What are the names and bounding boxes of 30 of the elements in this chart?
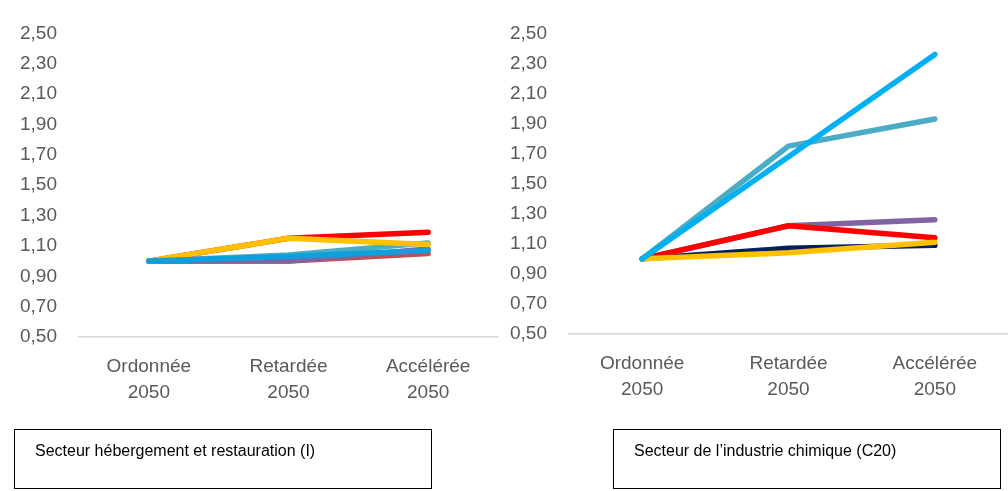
- y-tick-label: 1,90: [510, 111, 547, 133]
- y-tick-label: 1,50: [20, 173, 57, 195]
- text: Secteur de l’industrie chimique (C20): [613, 429, 1001, 489]
- y-tick-label: 0,90: [20, 264, 57, 286]
- y-tick-label: 2,50: [20, 21, 57, 43]
- y-tick-label: 0,50: [510, 322, 547, 344]
- x-tick-label: Accélérée 2050: [385, 354, 471, 403]
- y-tick-label: 1,30: [20, 203, 57, 225]
- y-tick-label: 1,10: [20, 234, 57, 256]
- y-tick-label: 2,10: [510, 81, 547, 103]
- y-tick-label: 1,50: [510, 171, 547, 193]
- y-tick-label: 2,30: [20, 51, 57, 73]
- y-tick-label: 0,90: [510, 262, 547, 284]
- y-tick-label: 2,30: [510, 51, 547, 73]
- y-tick-label: 1,70: [510, 141, 547, 163]
- x-tick-label: Retardée 2050: [749, 351, 828, 400]
- y-tick-label: 2,50: [510, 21, 547, 43]
- y-tick-label: 2,10: [20, 82, 57, 104]
- y-tick-label: 1,70: [20, 143, 57, 165]
- y-tick-label: 1,30: [510, 201, 547, 223]
- y-tick-label: 0,50: [20, 325, 57, 347]
- y-tick-label: 0,70: [510, 292, 547, 314]
- x-tick-label: Ordonnée 2050: [106, 354, 192, 403]
- x-tick-label: Accélérée 2050: [892, 351, 978, 400]
- text: Secteur hébergement et restauration (I): [14, 429, 432, 489]
- x-tick-label: Ordonnée 2050: [599, 351, 685, 400]
- x-tick-label: Retardée 2050: [249, 354, 328, 403]
- y-tick-label: 0,70: [20, 294, 57, 316]
- y-tick-label: 1,10: [510, 232, 547, 254]
- y-tick-label: 1,90: [20, 112, 57, 134]
